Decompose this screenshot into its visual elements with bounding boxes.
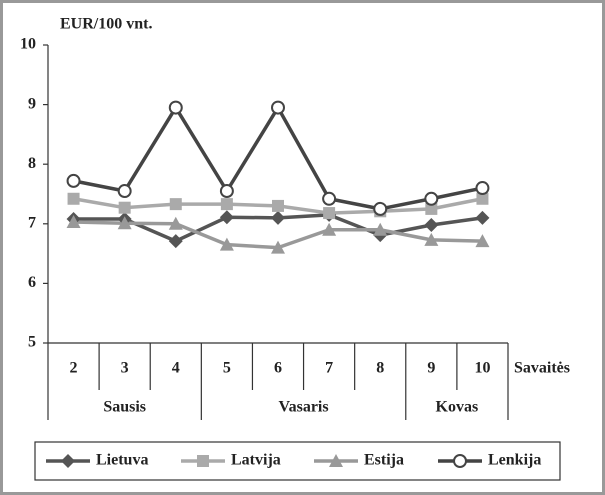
y-tick-label: 10 xyxy=(20,36,36,53)
legend-label: Latvija xyxy=(231,452,281,469)
legend-marker xyxy=(197,455,209,467)
data-point xyxy=(322,222,337,236)
y-tick-label: 7 xyxy=(28,214,36,231)
data-point xyxy=(117,216,132,230)
legend-marker xyxy=(453,454,467,468)
data-point xyxy=(424,191,439,206)
group-label: Kovas xyxy=(436,399,479,416)
data-point xyxy=(323,207,336,220)
y-tick-label: 5 xyxy=(28,334,36,351)
data-point xyxy=(373,222,388,236)
data-point xyxy=(272,199,284,212)
data-point xyxy=(476,192,489,205)
legend-marker xyxy=(61,454,75,468)
data-point xyxy=(475,210,490,225)
x-axis-label: Savaitės xyxy=(514,360,570,377)
x-tick-label: 2 xyxy=(70,360,78,377)
data-point xyxy=(219,237,234,251)
x-tick-label: 4 xyxy=(172,360,180,377)
y-tick-label: 8 xyxy=(28,155,36,172)
x-tick-label: 3 xyxy=(121,360,129,377)
data-point xyxy=(219,210,234,225)
y-axis-label: EUR/100 vnt. xyxy=(60,16,152,33)
data-point xyxy=(118,201,131,214)
data-point xyxy=(271,210,285,225)
x-tick-label: 6 xyxy=(274,360,282,377)
x-tick-label: 9 xyxy=(427,360,435,377)
data-point xyxy=(168,100,183,115)
data-point xyxy=(271,240,285,254)
legend-label: Estija xyxy=(364,452,404,469)
data-point xyxy=(475,234,490,248)
legend-marker xyxy=(329,454,343,467)
data-point xyxy=(168,216,183,230)
legend-label: Lenkija xyxy=(488,452,541,469)
data-point xyxy=(271,100,285,115)
data-point xyxy=(117,184,132,199)
data-point xyxy=(322,191,337,206)
data-point xyxy=(373,201,388,216)
y-tick-label: 9 xyxy=(28,95,36,112)
data-point xyxy=(67,192,80,205)
x-tick-label: 7 xyxy=(325,360,333,377)
group-label: Vasaris xyxy=(279,399,329,416)
legend-label: Lietuva xyxy=(96,452,148,469)
x-tick-label: 5 xyxy=(223,360,231,377)
x-tick-label: 10 xyxy=(474,360,490,377)
y-tick-label: 6 xyxy=(28,274,36,291)
data-point xyxy=(425,202,438,215)
data-point xyxy=(219,184,234,199)
data-point xyxy=(220,198,233,211)
data-point xyxy=(424,232,439,246)
group-label: Sausis xyxy=(103,399,146,416)
x-tick-label: 8 xyxy=(376,360,384,377)
data-point xyxy=(66,173,81,188)
data-point xyxy=(424,217,439,232)
data-point xyxy=(66,215,81,229)
data-point xyxy=(168,234,183,249)
data-point xyxy=(475,181,490,196)
data-point xyxy=(169,198,182,211)
